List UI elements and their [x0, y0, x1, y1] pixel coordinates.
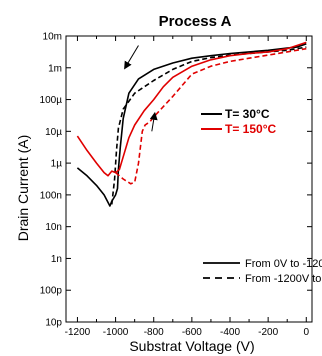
x-tick-label: -1200: [65, 327, 91, 338]
y-tick-label: 100p: [40, 286, 63, 297]
y-tick-label: 1n: [51, 254, 62, 265]
y-tick-label: 10n: [45, 222, 62, 233]
y-tick-label: 1m: [48, 63, 62, 74]
series-line-2: [76, 41, 307, 177]
arrow-down-left: [124, 45, 139, 70]
arrow-up: [149, 111, 158, 132]
y-axis-label: Drain Current (A): [15, 135, 31, 242]
x-tick-label: -600: [182, 327, 202, 338]
legend-dir-label: From 0V to -1200V: [245, 258, 322, 270]
y-tick-label: 100n: [40, 190, 62, 201]
plot-frame: [65, 35, 313, 323]
chart-title: Process A: [159, 13, 232, 30]
x-axis-label: Substrat Voltage (V): [129, 338, 254, 354]
x-tick-label: -400: [220, 327, 240, 338]
legend-direction: From 0V to -1200V From -1200V to 0V: [203, 258, 322, 285]
y-tick-label: 100µ: [40, 95, 63, 106]
legend-temp-label: T= 150°C: [225, 122, 276, 136]
plot-area-border: [65, 35, 313, 323]
x-tick-label: -200: [258, 327, 278, 338]
series-line-3: [115, 47, 307, 185]
x-tick-label: -1000: [103, 327, 129, 338]
y-tick-label: 10m: [43, 32, 62, 43]
legend-temperature: T= 30°CT= 150°C: [201, 107, 276, 136]
axis-ticks: [66, 35, 312, 323]
y-tick-label: 10p: [45, 318, 62, 329]
legend-dir-label: From -1200V to 0V: [245, 273, 322, 285]
legend-temp-label: T= 30°C: [225, 107, 270, 121]
tick-labels: -1200 -1000 -800 -600 -400 -200 0 10p 100p 1n 10n 1…: [40, 32, 310, 339]
x-tick-label: 0: [303, 327, 309, 338]
y-tick-label: 1µ: [51, 159, 63, 170]
x-tick-label: -800: [144, 327, 164, 338]
series-line-1: [111, 46, 307, 205]
y-tick-label: 10µ: [45, 127, 62, 138]
annotation-arrows: [124, 45, 158, 132]
